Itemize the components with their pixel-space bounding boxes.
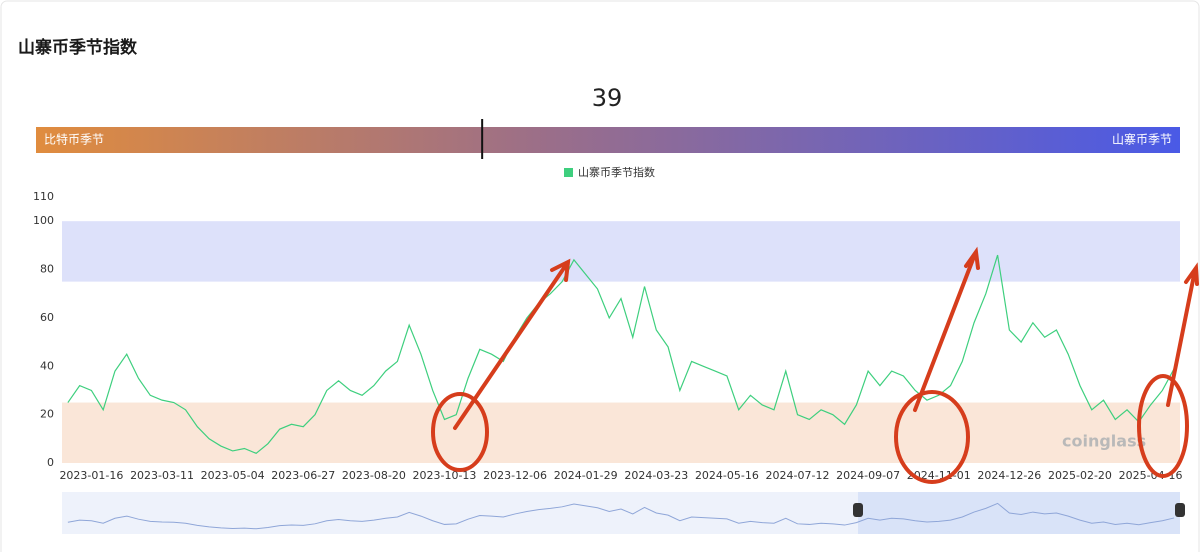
circle-mark: [1137, 374, 1189, 478]
gauge-left-label: 比特币季节: [44, 132, 104, 147]
navigator-line: [67, 502, 1175, 530]
y-tick-label: 0: [47, 456, 54, 469]
x-tick-label: 2024-05-16: [695, 469, 759, 482]
circle-mark: [431, 392, 489, 472]
arrow: [913, 246, 980, 412]
watermark: coinglass: [1062, 432, 1146, 451]
arrow: [1166, 262, 1199, 407]
x-tick-label: 2025-02-20: [1048, 469, 1112, 482]
gauge-value: 39: [592, 84, 623, 112]
x-tick-label: 2023-06-27: [271, 469, 335, 482]
data-line: [67, 254, 1175, 455]
x-tick-label: 2023-03-11: [130, 469, 194, 482]
page-title: 山寨币季节指数: [18, 37, 138, 58]
x-tick-label: 2024-09-07: [836, 469, 900, 482]
x-tick-label: 2025-04-16: [1119, 469, 1183, 482]
y-tick-label: 100: [33, 214, 54, 227]
x-tick-label: 2023-12-06: [483, 469, 547, 482]
x-tick-label: 2024-03-23: [624, 469, 688, 482]
range-band: [62, 402, 1180, 463]
gauge-right-label: 山寨币季节: [1112, 132, 1172, 147]
y-tick-label: 20: [40, 408, 54, 421]
x-tick-label: 2023-08-20: [342, 469, 406, 482]
x-tick-label: 2023-05-04: [201, 469, 265, 482]
x-tick-label: 2023-10-13: [413, 469, 477, 482]
y-tick-label: 80: [40, 263, 54, 276]
y-tick-label: 60: [40, 311, 54, 324]
range-band: [62, 221, 1180, 282]
y-tick-label: 110: [33, 190, 54, 203]
arrow: [453, 258, 571, 430]
legend-swatch: [564, 168, 573, 177]
navigator-handle: [853, 503, 863, 517]
x-tick-label: 2023-01-16: [59, 469, 123, 482]
x-tick-label: 2024-07-12: [766, 469, 830, 482]
y-tick-label: 40: [40, 359, 54, 372]
legend-label: 山寨币季节指数: [578, 165, 655, 179]
x-tick-label: 2024-01-29: [554, 469, 618, 482]
hand-annotations: [431, 246, 1199, 484]
x-tick-label: 2024-12-26: [977, 469, 1041, 482]
circle-mark: [894, 390, 970, 484]
navigator-handle: [1175, 503, 1185, 517]
gauge-bar: [36, 127, 1180, 153]
navigator-selection: [858, 492, 1180, 534]
